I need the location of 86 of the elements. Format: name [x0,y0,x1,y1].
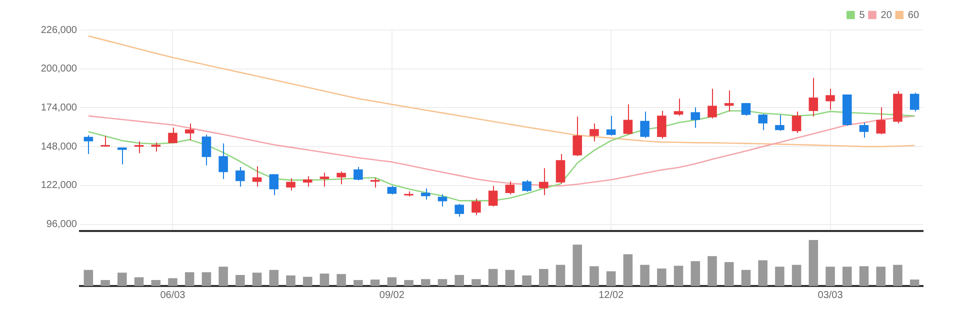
candlestick [640,111,650,138]
y-tick-label: 122,000 [40,180,78,192]
bar [100,280,110,286]
bar [590,266,599,286]
candlestick [724,90,734,112]
x-tick-label: 06/03 [160,290,186,301]
bar [269,270,279,286]
bar [118,272,127,286]
y-tick-label: 96,000 [46,219,78,230]
bar [556,264,566,286]
candlestick [404,190,414,197]
bar [758,260,768,286]
y-tick-label: 148,000 [40,141,78,152]
bar [184,272,194,286]
candlestick [118,146,127,165]
bar [320,274,330,286]
bar [236,274,245,286]
candlestick [420,188,430,200]
x-tick-label: 12/02 [598,290,624,301]
bar [354,280,363,286]
candlestick [572,116,582,157]
bar [910,280,920,286]
legend-label: 60 [908,10,920,21]
candlestick [590,123,599,142]
x-tick-label: 03/03 [818,290,844,301]
bar [690,261,700,286]
bar [522,275,532,286]
bar [572,244,582,286]
bar [202,272,212,286]
bar [302,276,312,286]
bar [606,271,616,286]
candlestick [100,136,110,148]
bar [488,268,498,286]
candlestick [842,94,852,126]
bar [657,268,666,286]
candlestick [657,110,666,140]
bar [151,280,161,286]
bar [792,264,802,286]
candlestick [336,171,346,185]
bar [775,266,784,286]
candlestick [454,203,464,218]
legend-label: 5 [859,10,866,21]
bar [708,256,717,286]
candlestick [826,88,835,110]
candlestick [758,113,768,131]
bar [134,277,144,286]
bar [876,266,886,286]
candlestick [775,114,784,132]
bar [387,277,397,286]
bar [808,240,818,286]
bar [286,275,296,286]
bar [438,279,448,286]
x-tick-label: 09/02 [379,290,405,301]
candlestick [320,172,330,188]
bar [370,280,380,286]
bar [218,266,228,286]
y-tick-label: 226,000 [40,24,78,36]
bar [859,266,869,286]
candlestick [236,166,245,188]
bar [454,274,464,286]
legend-label: 20 [880,10,892,21]
candlestick [708,88,717,119]
bar [420,279,430,286]
candlestick [218,142,228,180]
bar [826,266,835,286]
bar [404,280,414,286]
bar [674,266,684,286]
bar [252,272,262,286]
bar [168,278,178,286]
bar [640,264,650,286]
y-tick-label: 174,000 [40,102,78,114]
bar [893,264,902,286]
bar [623,254,633,286]
bar [336,274,346,286]
bar [842,266,852,286]
candlestick [876,106,886,135]
bar [741,270,751,286]
bar [724,262,734,286]
candlestick [522,180,532,192]
y-tick-label: 200,000 [40,64,78,75]
candlestick [893,90,902,124]
bar [84,270,94,286]
candlestick [539,168,548,196]
bar [505,270,515,286]
bar [539,268,548,286]
bar [472,279,481,286]
